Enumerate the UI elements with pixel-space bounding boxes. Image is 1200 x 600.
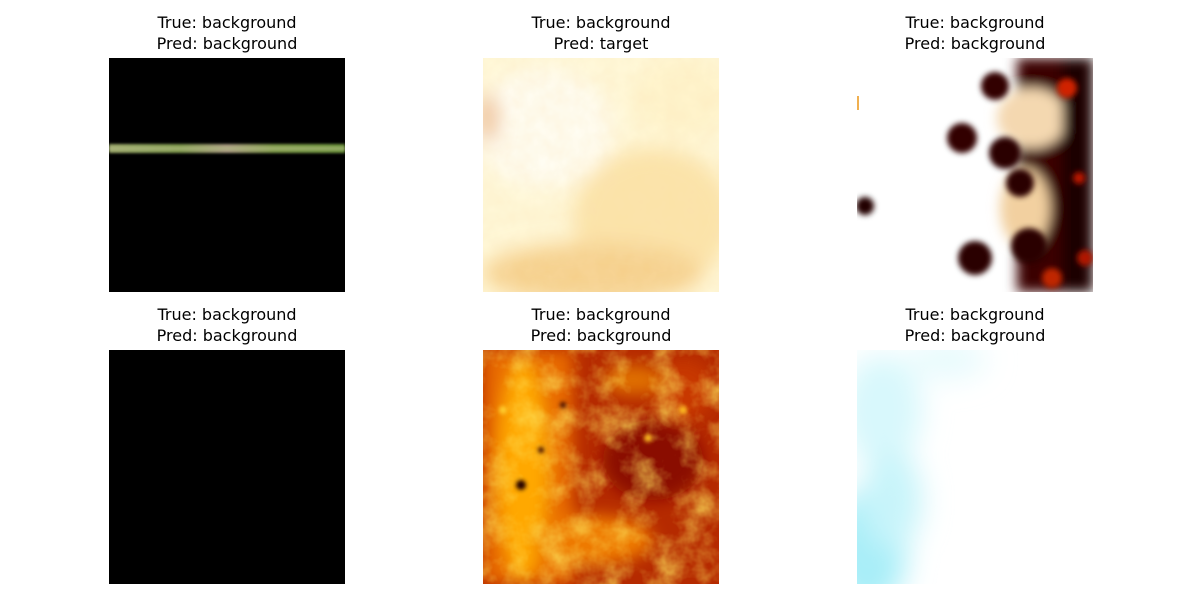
sample-image bbox=[857, 58, 1093, 292]
true-label: True: background bbox=[531, 305, 671, 324]
panel-title: True: background Pred: background bbox=[49, 12, 405, 54]
sample-image bbox=[109, 350, 345, 584]
panel-title: True: background Pred: background bbox=[797, 12, 1153, 54]
sample-image bbox=[109, 58, 345, 292]
pred-label: Pred: background bbox=[904, 34, 1046, 53]
true-label: True: background bbox=[905, 13, 1045, 32]
true-label: True: background bbox=[157, 305, 297, 324]
true-label: True: background bbox=[531, 13, 671, 32]
true-label: True: background bbox=[905, 305, 1045, 324]
sample-image bbox=[857, 350, 1093, 584]
pred-label: Pred: background bbox=[156, 326, 298, 345]
panel-title: True: background Pred: background bbox=[49, 304, 405, 346]
panel-title: True: background Pred: background bbox=[423, 304, 779, 346]
panel-title: True: background Pred: target bbox=[423, 12, 779, 54]
pred-label: Pred: background bbox=[530, 326, 672, 345]
true-label: True: background bbox=[157, 13, 297, 32]
sample-image bbox=[483, 58, 719, 292]
pred-label: Pred: target bbox=[553, 34, 649, 53]
pred-label: Pred: background bbox=[904, 326, 1046, 345]
sample-image bbox=[483, 350, 719, 584]
pred-label: Pred: background bbox=[156, 34, 298, 53]
panel-title: True: background Pred: background bbox=[797, 304, 1153, 346]
